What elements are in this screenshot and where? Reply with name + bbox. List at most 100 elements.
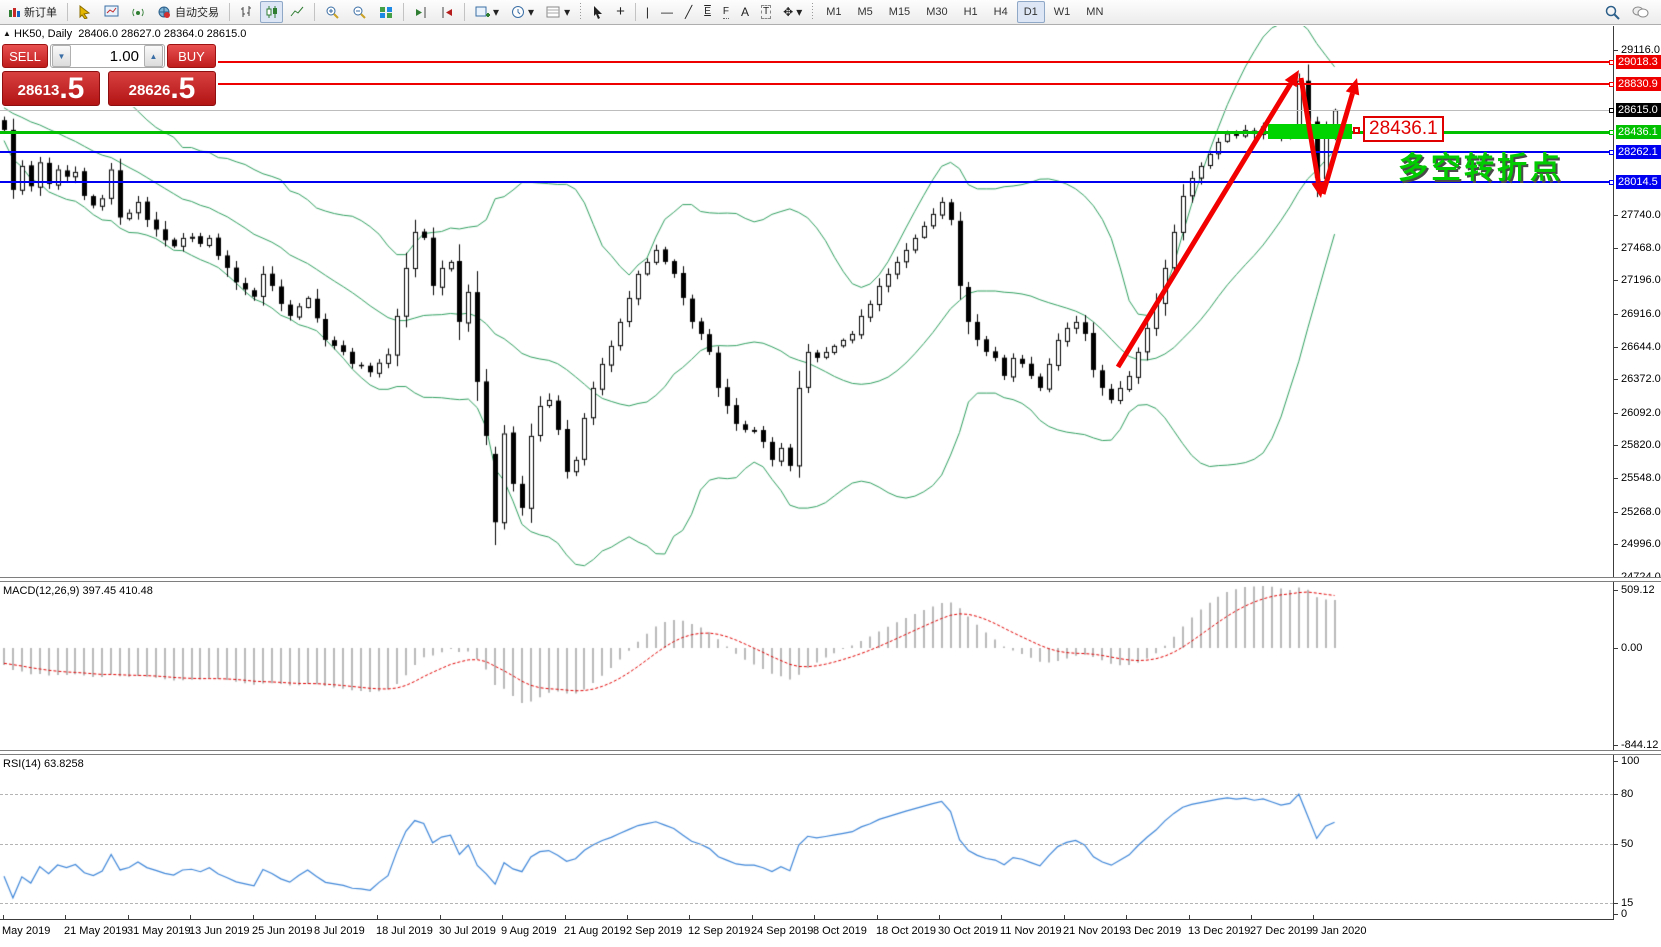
bars-icon [240, 5, 253, 19]
price-tick [1614, 478, 1618, 479]
auto-scroll-button[interactable] [409, 1, 433, 23]
volume-input[interactable]: 1.00 [109, 47, 139, 65]
candle-chart-mode-button[interactable] [260, 1, 283, 23]
time-tick [253, 915, 254, 919]
panel-separator[interactable] [0, 750, 1661, 755]
horizontal-line-29018.3[interactable] [0, 61, 1613, 63]
buy-button[interactable]: BUY [167, 44, 216, 68]
time-tick [1189, 915, 1190, 919]
fibonacci-icon: F [722, 5, 729, 19]
timeframe-M30-button[interactable]: M30 [926, 6, 948, 18]
macd-indicator-label: MACD(12,26,9) 397.45 410.48 [3, 585, 153, 597]
timeframe-H4-button[interactable]: H4 [993, 6, 1008, 18]
tile-windows-button[interactable] [374, 1, 398, 23]
zoom-in-button[interactable] [320, 1, 345, 23]
price-tick-label: 26916.0 [1621, 308, 1661, 320]
price-tick-label: 27740.0 [1621, 209, 1661, 221]
arrows-dropdown-button[interactable]: ✥ ▾ [778, 1, 807, 23]
sell-price[interactable]: 28613.5 [2, 71, 100, 106]
price-tick-label: 27468.0 [1621, 242, 1661, 254]
price-line-badge: 28014.5 [1616, 175, 1661, 189]
time-tick [190, 915, 191, 919]
buy-price[interactable]: 28626.5 [108, 71, 216, 106]
zoom-in-icon [325, 5, 340, 20]
trendline-tool-button[interactable]: ╱ [680, 1, 697, 23]
vline-tool-button[interactable]: | [641, 1, 654, 23]
horizontal-line-28830.9[interactable] [0, 83, 1613, 85]
label-tool-button[interactable]: T [756, 1, 776, 23]
volume-decrease-button[interactable]: ▼ [52, 45, 71, 67]
timeframe-M5-button[interactable]: M5 [857, 6, 873, 18]
macd-tick-label: 509.12 [1621, 584, 1655, 596]
rsi-panel-area[interactable] [0, 756, 1613, 918]
timeframe-M1-button[interactable]: M1 [826, 6, 842, 18]
label-icon: T [761, 5, 772, 19]
horizontal-line-28436.1[interactable] [0, 131, 1613, 134]
rsi-indicator-label: RSI(14) 63.8258 [3, 758, 84, 770]
chat-button[interactable] [1627, 1, 1654, 23]
toolbar-grip[interactable] [579, 3, 584, 21]
spin-down-icon: ▼ [57, 51, 66, 61]
turning-point-annotation[interactable]: 多空转折点 [1398, 152, 1563, 185]
search-button[interactable] [1600, 1, 1625, 23]
timeframe-M15-button[interactable]: M15 [888, 6, 911, 18]
horizontal-line-28615.0[interactable] [0, 110, 1613, 111]
time-tick [1251, 915, 1252, 919]
macd-panel-area[interactable] [0, 582, 1613, 748]
bar-chart-mode-button[interactable] [235, 1, 258, 23]
crosshair-tool-button[interactable]: + [611, 1, 630, 23]
price-tick [1614, 413, 1618, 414]
channel-icon: E [704, 6, 711, 17]
toolbar-grip[interactable] [811, 3, 816, 21]
volume-increase-button[interactable]: ▲ [144, 45, 163, 67]
time-label: 18 Oct 2019 [876, 925, 936, 937]
text-tool-button[interactable]: A [736, 1, 754, 23]
timeframe-MN-button[interactable]: MN [1086, 6, 1104, 18]
rsi-tick [1614, 914, 1618, 915]
price-label-anchor[interactable] [1353, 127, 1360, 134]
time-tick [1064, 915, 1065, 919]
one-click-panel-toggle[interactable]: ▲ [3, 29, 11, 38]
indicators-dropdown-button[interactable]: ▾ [470, 1, 504, 23]
periods-dropdown-button[interactable]: ▾ [506, 1, 539, 23]
price-tick [1614, 314, 1618, 315]
chart-window-button[interactable] [99, 1, 124, 23]
cursor-tool-button[interactable] [587, 1, 609, 23]
time-tick [877, 915, 878, 919]
chart-shift-button[interactable] [435, 1, 459, 23]
arrows-icon: ✥ [783, 5, 794, 19]
chat-icon [1632, 5, 1649, 19]
hline-tool-button[interactable]: — [656, 1, 678, 23]
trend-arrow-2[interactable] [1298, 77, 1326, 198]
line-axis-marker [1609, 130, 1614, 135]
pointer-tool-button[interactable] [73, 1, 97, 23]
time-tick [1313, 915, 1314, 919]
time-label: 12 Sep 2019 [688, 925, 751, 937]
sell-button[interactable]: SELL [2, 44, 48, 68]
key-price-label[interactable]: 28436.1 [1363, 116, 1444, 142]
separator [67, 3, 68, 21]
price-tick-label: 26644.0 [1621, 341, 1661, 353]
time-label: 8 Oct 2019 [813, 925, 867, 937]
horizontal-line-28014.5[interactable] [0, 181, 1613, 183]
timeframe-H1-button[interactable]: H1 [963, 6, 978, 18]
timeframe-W1-button[interactable]: W1 [1053, 6, 1071, 18]
line-chart-mode-button[interactable] [285, 1, 309, 23]
zoom-out-button[interactable] [347, 1, 372, 23]
signal-button[interactable] [126, 1, 150, 23]
new-order-button[interactable]: 新订单 [3, 1, 62, 23]
search-icon [1605, 5, 1620, 20]
signal-icon [131, 5, 145, 19]
time-tick [3, 915, 4, 919]
panel-separator[interactable] [0, 577, 1661, 582]
templates-dropdown-button[interactable]: ▾ [541, 1, 575, 23]
trend-arrow-1[interactable] [1115, 70, 1299, 369]
line-axis-marker [1609, 180, 1614, 185]
price-tick [1614, 248, 1618, 249]
horizontal-line-28262.1[interactable] [0, 151, 1613, 153]
fibonacci-tool-button[interactable]: F [718, 1, 734, 23]
auto-trading-button[interactable]: 自动交易 [152, 1, 224, 23]
channel-tool-button[interactable]: E [699, 1, 716, 23]
trend-arrow-3[interactable] [1320, 78, 1360, 195]
timeframe-D1-button[interactable]: D1 [1016, 1, 1045, 23]
